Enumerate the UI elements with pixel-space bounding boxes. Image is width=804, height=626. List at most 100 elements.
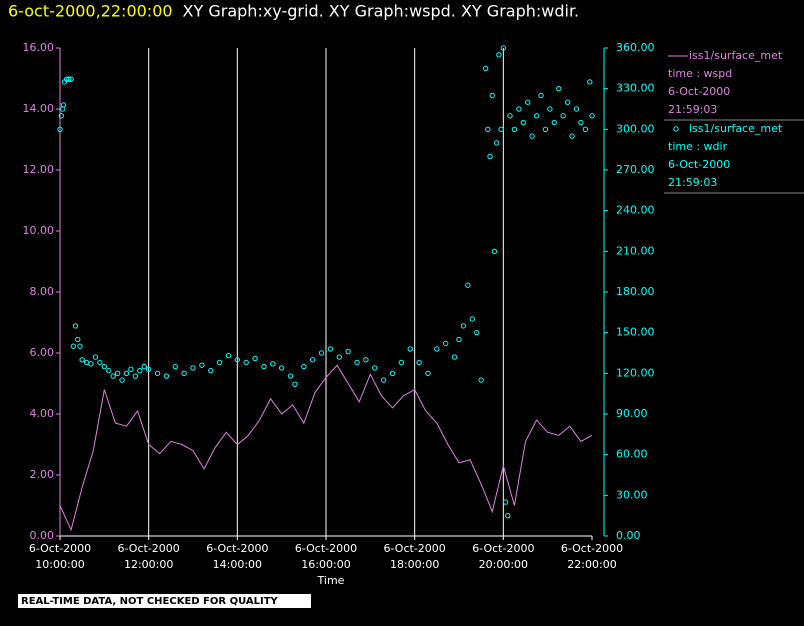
y-tick-label: 6.00	[30, 346, 55, 359]
legend-detail: time : wspd	[668, 67, 732, 80]
scatter-point	[416, 359, 422, 366]
y-tick-label: 10.00	[23, 224, 55, 237]
scatter-point	[407, 346, 413, 352]
scatter-point	[345, 348, 351, 355]
x-tick-label: 6-Oct-2000 14:00:00	[206, 542, 268, 571]
y2-tick-label: 150.00	[616, 326, 655, 339]
scatter-point	[493, 140, 500, 146]
y2-tick-label: 0.00	[616, 529, 641, 542]
scatter-point	[163, 373, 170, 379]
scatter-point	[132, 373, 139, 379]
scatter-point	[292, 381, 298, 387]
scatter-point	[529, 133, 535, 139]
scatter-point	[491, 248, 498, 255]
scatter-point	[88, 361, 94, 367]
scatter-point	[75, 336, 81, 343]
legend-detail: 21:59:03	[668, 176, 717, 189]
scatter-point	[564, 99, 571, 105]
scatter-point	[578, 119, 584, 126]
scatter-point	[489, 92, 495, 99]
scatter-point	[278, 365, 285, 371]
y-tick-label: 4.00	[30, 407, 55, 420]
scatter-point	[372, 365, 378, 371]
scatter-point	[119, 377, 125, 383]
scatter-point	[216, 359, 223, 366]
scatter-point	[516, 106, 522, 112]
scatter-point	[582, 126, 589, 133]
scatter-point	[336, 354, 342, 360]
scatter-point	[456, 336, 462, 343]
scatter-point	[589, 113, 595, 119]
scatter-point	[587, 79, 593, 85]
scatter-point	[199, 362, 205, 368]
scatter-point	[425, 370, 431, 377]
scatter-point	[234, 357, 241, 363]
y2-tick-label: 90.00	[616, 407, 648, 420]
scatter-point	[496, 52, 502, 58]
y2-tick-label: 60.00	[616, 448, 648, 461]
scatter-point	[443, 340, 449, 347]
scatter-point	[79, 357, 85, 363]
scatter-point	[327, 346, 334, 352]
scatter-point	[123, 370, 130, 377]
scatter-point	[469, 316, 475, 322]
scatter-point	[106, 367, 112, 374]
y2-tick-label: 180.00	[616, 285, 655, 298]
scatter-point	[60, 102, 67, 108]
y2-tick-label: 330.00	[616, 82, 655, 95]
y2-tick-label: 210.00	[616, 244, 655, 257]
scatter-point	[72, 323, 79, 329]
scatter-point	[190, 365, 196, 371]
y2-tick-label: 300.00	[616, 122, 655, 135]
scatter-point	[301, 363, 307, 370]
scatter-point	[482, 65, 489, 72]
scatter-point	[474, 329, 480, 336]
scatter-point	[58, 113, 65, 119]
scatter-point	[354, 359, 360, 366]
scatter-point	[97, 359, 103, 366]
legend-detail: 6-Oct-2000	[668, 158, 730, 171]
scatter-point	[398, 359, 405, 366]
scatter-point	[485, 126, 491, 133]
scatter-point	[270, 361, 276, 367]
scatter-point	[560, 113, 566, 119]
y-tick-label: 12.00	[23, 163, 55, 176]
y2-tick-label: 360.00	[616, 41, 655, 54]
scatter-point	[318, 350, 325, 356]
x-tick-label: 6-Oct-2000 10:00:00	[29, 542, 91, 571]
chart-title: XY Graph:xy-grid. XY Graph:wspd. XY Grap…	[183, 2, 580, 21]
scatter-point	[498, 126, 504, 133]
scatter-point	[533, 113, 540, 119]
scatter-point	[380, 377, 387, 383]
scatter-point	[252, 355, 258, 362]
scatter-point	[569, 133, 575, 139]
y2-tick-label: 240.00	[616, 204, 655, 217]
y2-tick-label: 270.00	[616, 163, 655, 176]
scatter-point	[525, 99, 531, 105]
x-tick-label: 6-Oct-2000 12:00:00	[118, 542, 180, 571]
scatter-point	[70, 343, 77, 349]
scatter-point	[128, 366, 134, 372]
scatter-point	[556, 85, 562, 92]
scatter-point	[57, 126, 63, 133]
legend-label: iss1/surface_met	[689, 49, 783, 62]
scatter-point	[66, 76, 72, 82]
scatter-point	[507, 113, 513, 119]
x-axis-label: Time	[317, 574, 345, 587]
scatter-point	[547, 106, 553, 112]
scatter-point	[505, 512, 511, 519]
footer: REAL-TIME DATA, NOT CHECKED FOR QUALITY	[21, 596, 279, 607]
scatter-point	[225, 353, 232, 359]
scatter-point	[478, 377, 484, 383]
scatter-point	[77, 343, 83, 349]
scatter-point	[465, 282, 471, 288]
scatter-point	[172, 363, 178, 370]
scatter-point	[310, 357, 316, 363]
y-tick-label: 16.00	[23, 41, 55, 54]
scatter-point	[573, 106, 580, 112]
scatter-point	[110, 373, 116, 379]
chart-title-time: 6-oct-2000,22:00:00	[8, 2, 173, 21]
scatter-point	[500, 45, 507, 51]
legend-detail: time : wdir	[668, 140, 728, 153]
